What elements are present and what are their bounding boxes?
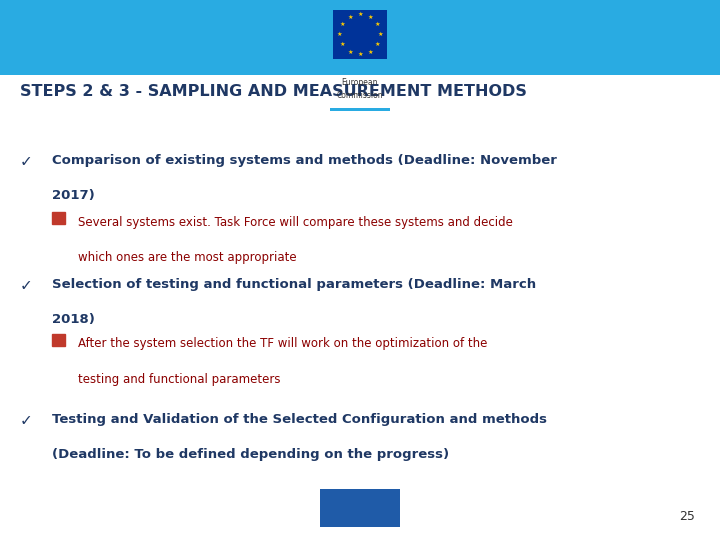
Text: 2017): 2017) xyxy=(52,189,94,202)
Text: ✓: ✓ xyxy=(20,413,33,428)
Text: Selection of testing and functional parameters (Deadline: March: Selection of testing and functional para… xyxy=(52,278,536,291)
Text: ★: ★ xyxy=(374,42,380,48)
Text: ★: ★ xyxy=(340,42,346,48)
Text: ★: ★ xyxy=(347,50,353,55)
Text: ✓: ✓ xyxy=(20,278,33,293)
Text: Testing and Validation of the Selected Configuration and methods: Testing and Validation of the Selected C… xyxy=(52,413,547,426)
Text: ★: ★ xyxy=(337,32,343,37)
Text: ★: ★ xyxy=(340,22,346,27)
Text: ★: ★ xyxy=(367,15,373,20)
Text: Comparison of existing systems and methods (Deadline: November: Comparison of existing systems and metho… xyxy=(52,154,557,167)
Text: European: European xyxy=(342,78,378,87)
Text: STEPS 2 & 3 - SAMPLING AND MEASUREMENT METHODS: STEPS 2 & 3 - SAMPLING AND MEASUREMENT M… xyxy=(20,84,527,99)
Text: (Deadline: To be defined depending on the progress): (Deadline: To be defined depending on th… xyxy=(52,448,449,461)
Text: 2018): 2018) xyxy=(52,313,95,326)
Text: 25: 25 xyxy=(679,510,695,523)
Text: ✓: ✓ xyxy=(20,154,33,169)
Text: which ones are the most appropriate: which ones are the most appropriate xyxy=(78,251,297,264)
Text: ★: ★ xyxy=(357,12,363,17)
Text: Joint
Research
Centre: Joint Research Centre xyxy=(348,507,372,524)
Text: ★: ★ xyxy=(374,22,380,27)
Text: Several systems exist. Task Force will compare these systems and decide: Several systems exist. Task Force will c… xyxy=(78,216,513,229)
Text: ★: ★ xyxy=(367,50,373,55)
Text: ★: ★ xyxy=(357,52,363,57)
Text: ★: ★ xyxy=(347,15,353,20)
Text: After the system selection the TF will work on the optimization of the: After the system selection the TF will w… xyxy=(78,338,487,350)
Text: testing and functional parameters: testing and functional parameters xyxy=(78,373,280,386)
Text: Commission: Commission xyxy=(337,91,383,100)
Text: ★: ★ xyxy=(377,32,383,37)
